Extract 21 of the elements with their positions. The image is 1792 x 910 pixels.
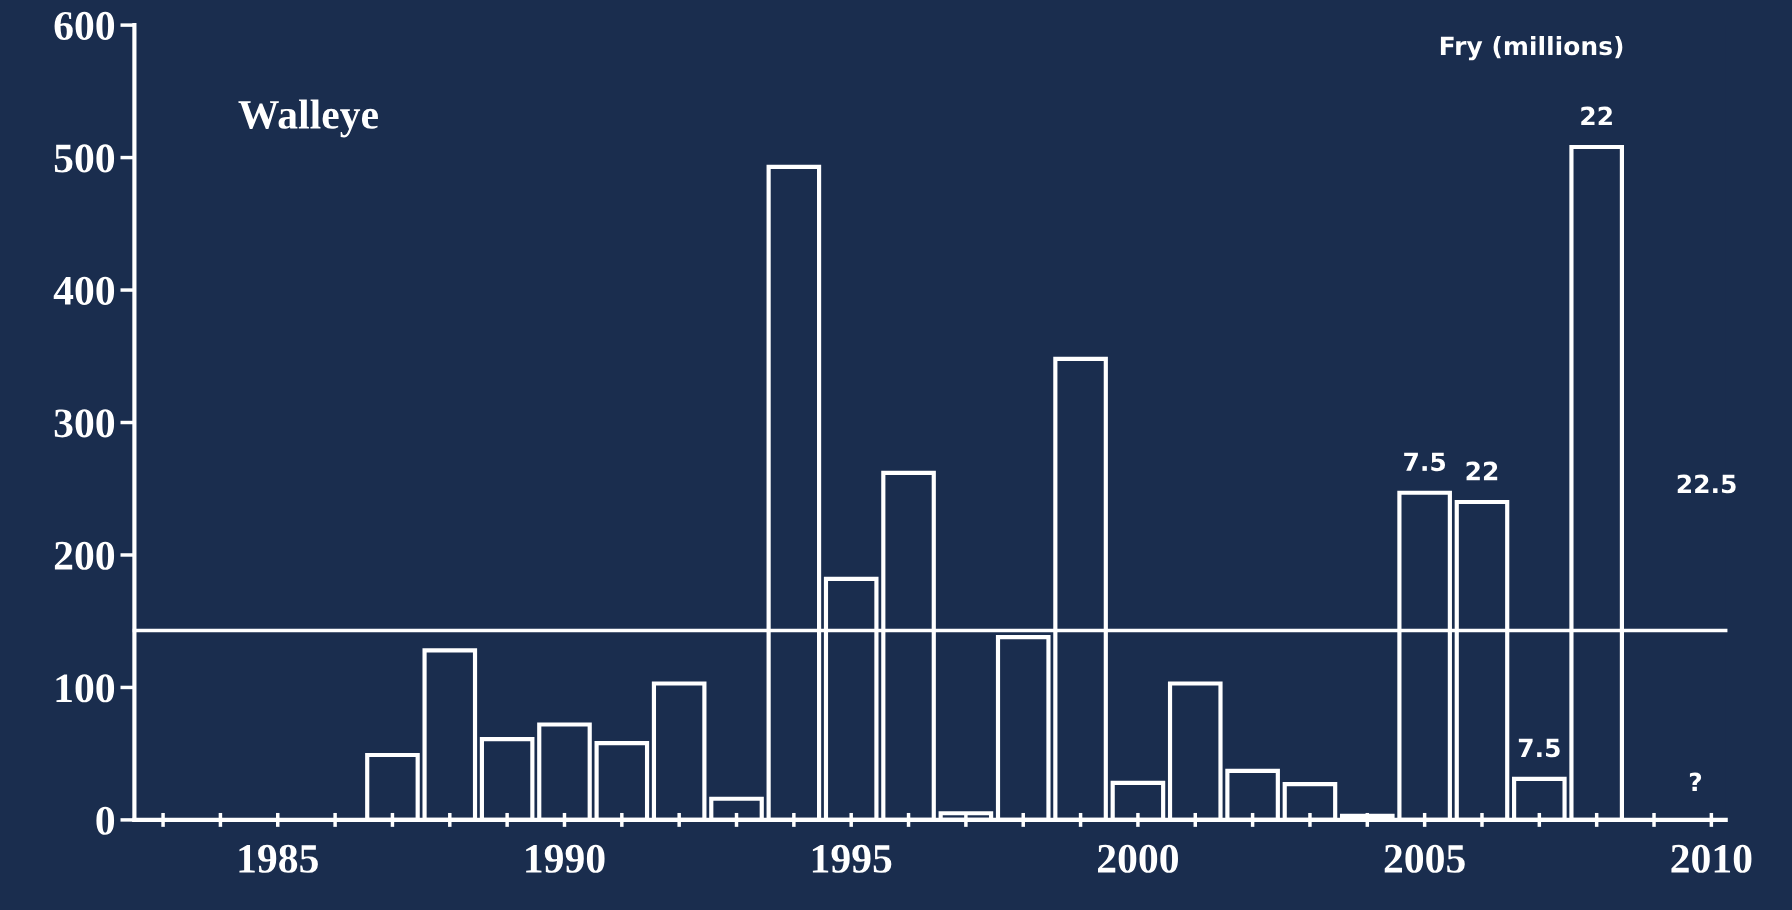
annotation: 7.5	[1404, 452, 1446, 472]
text: Walleye	[238, 99, 378, 138]
annotation: 22	[1466, 461, 1498, 481]
x-tick-label: 2010	[1671, 844, 1752, 873]
y-tick-label: 600	[54, 11, 115, 40]
x-tick-label: 1995	[812, 844, 892, 873]
y-tick-label: 100	[56, 674, 115, 703]
y-tick-label: 400	[53, 276, 115, 305]
annotation: Fry (millions)	[1440, 35, 1623, 61]
y-tick-label: 0	[96, 806, 115, 835]
y-tick-label: 300	[54, 409, 115, 438]
annotation: ?	[1689, 772, 1702, 792]
annotation: 22	[1581, 106, 1612, 126]
x-tick-label: 2005	[1384, 844, 1465, 873]
annotation: 22.5	[1677, 474, 1736, 494]
annotation: 7.5	[1518, 738, 1560, 758]
x-tick-label: 2000	[1098, 844, 1178, 873]
x-tick-label: 1990	[526, 844, 605, 873]
y-tick-label: 200	[54, 541, 115, 570]
y-tick-label: 500	[54, 144, 115, 173]
x-tick-label: 1985	[239, 844, 318, 873]
